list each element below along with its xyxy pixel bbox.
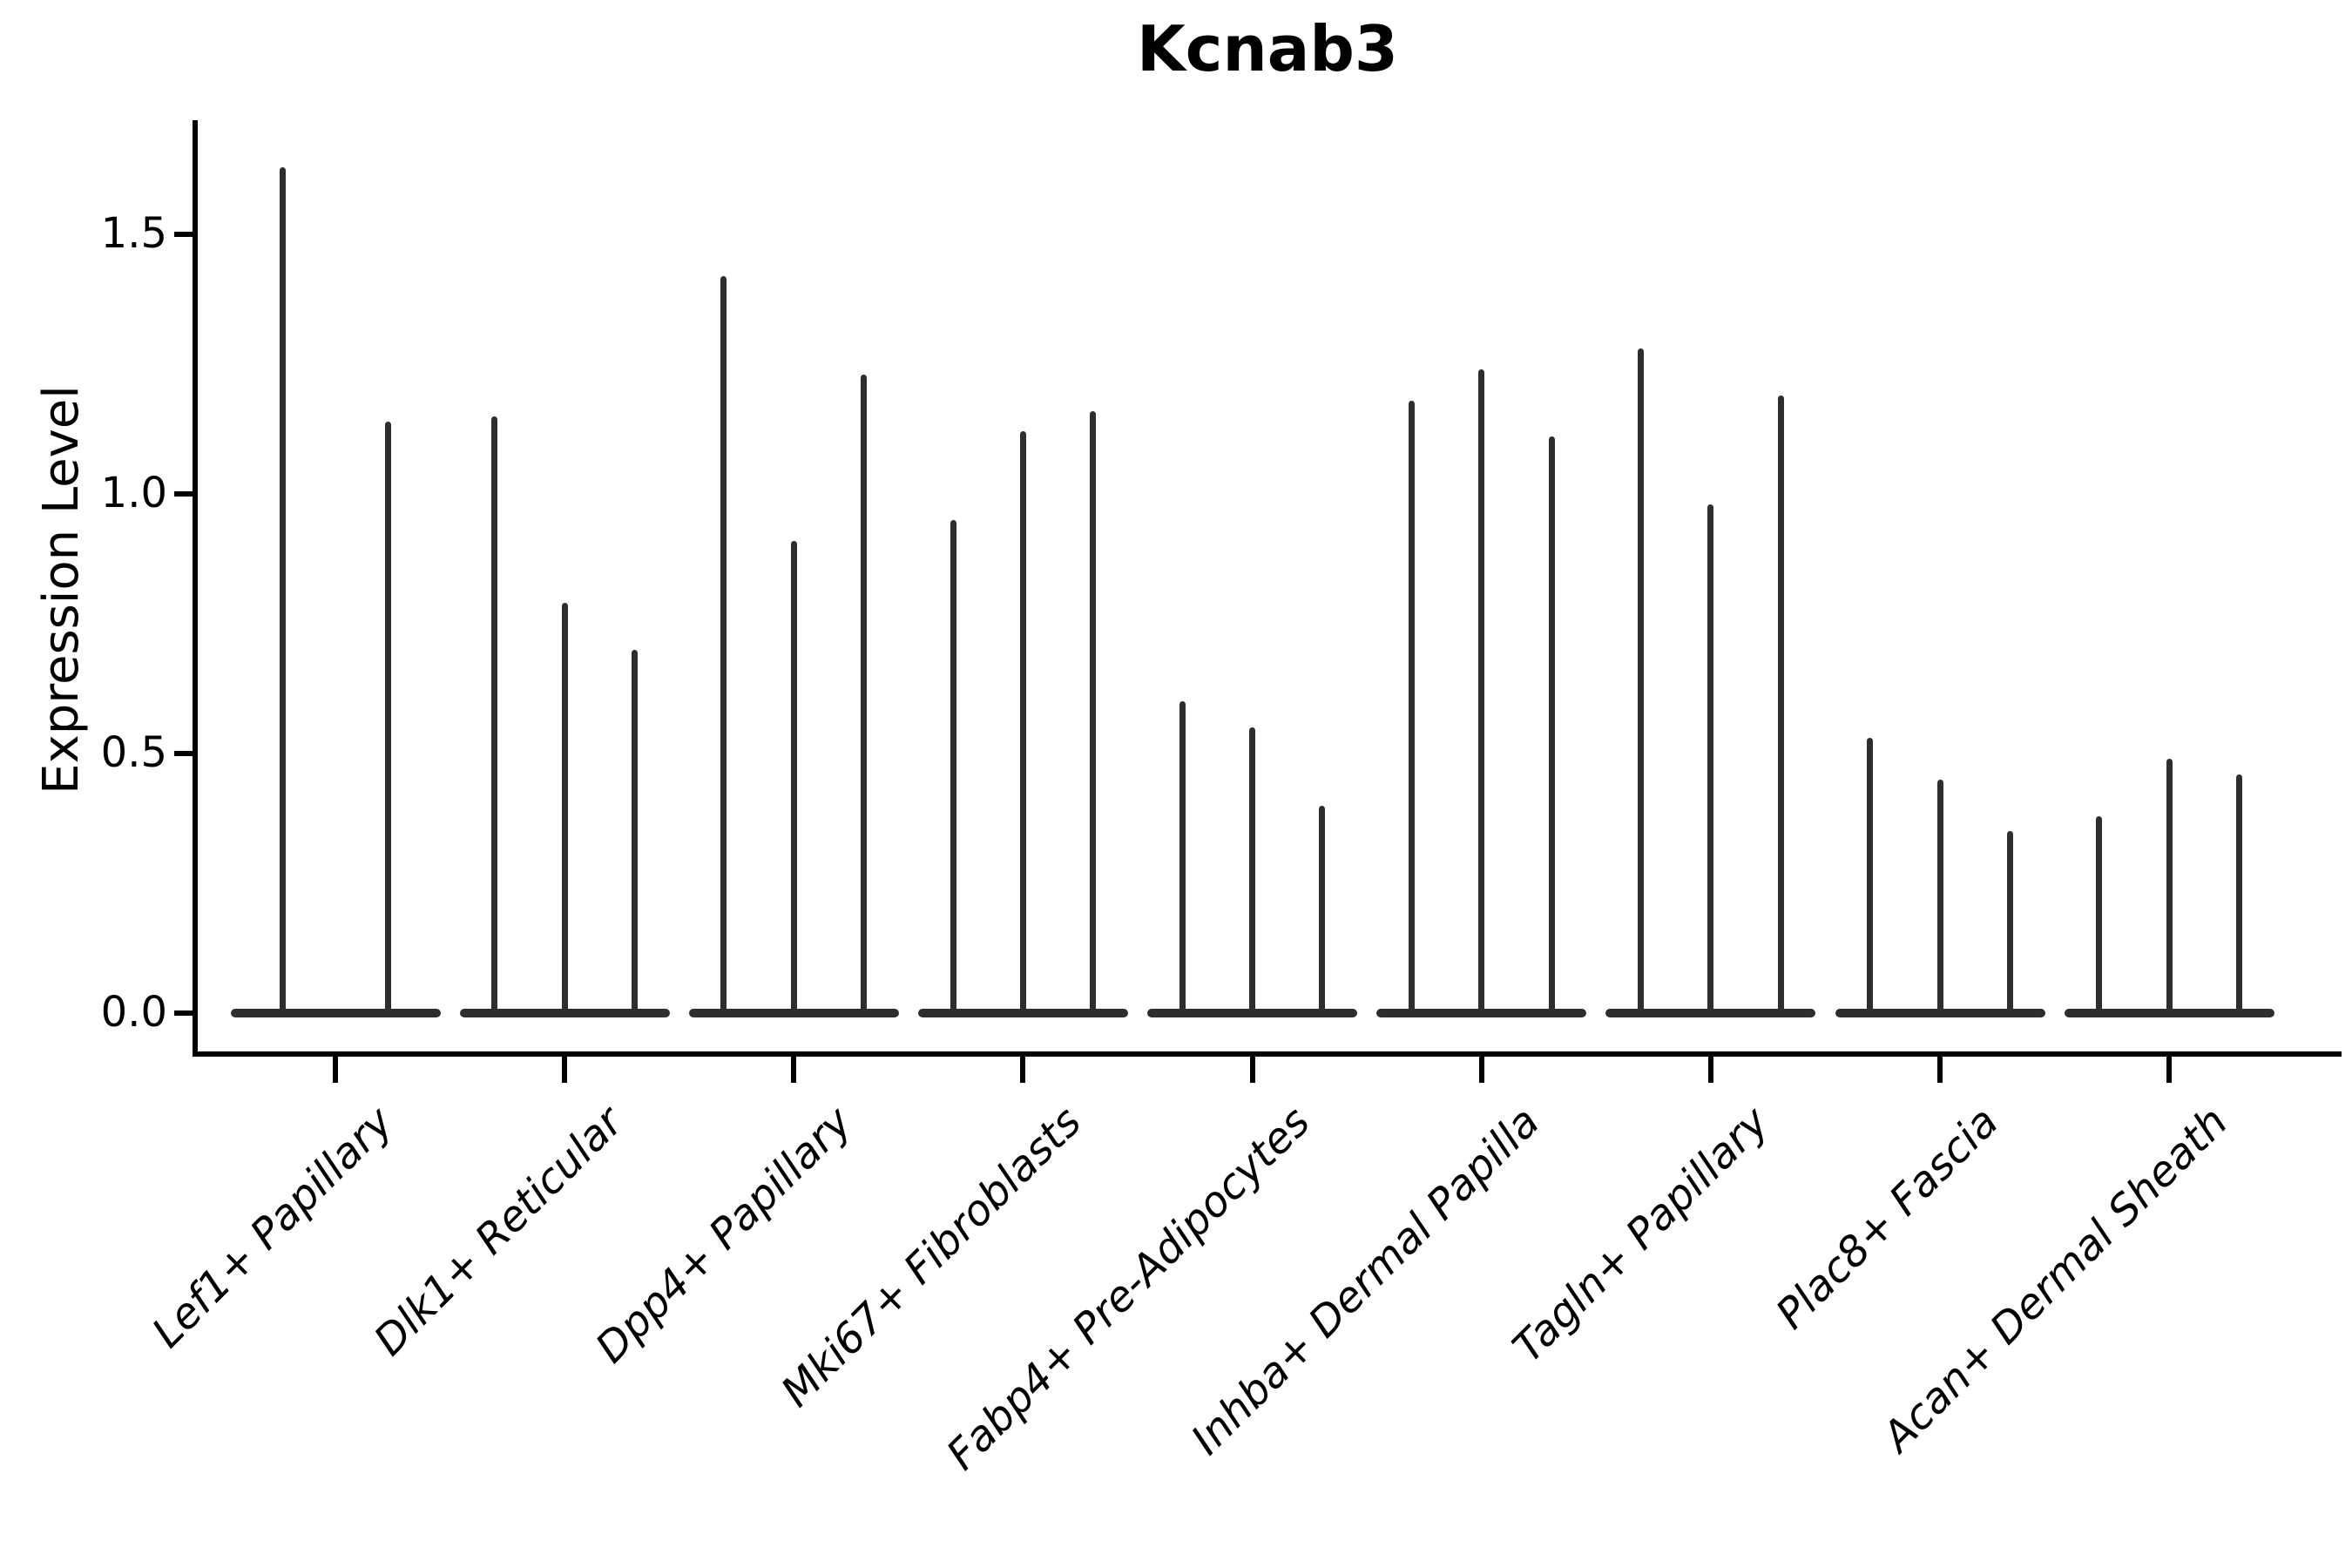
y-tick-mark [174, 751, 194, 756]
violin [1179, 701, 1186, 1013]
violin [1638, 348, 1645, 1013]
violin [280, 166, 287, 1013]
violin [2096, 815, 2103, 1013]
y-tick-mark [174, 1010, 194, 1016]
x-tick-mark [791, 1057, 797, 1083]
violin [1777, 395, 1784, 1013]
violin-base [917, 1009, 1128, 1017]
violin-base [688, 1009, 899, 1017]
violin-base [1605, 1009, 1816, 1017]
violin [1707, 504, 1714, 1013]
x-axis-label: Dlk1+ Reticular [364, 1097, 632, 1366]
violin [1019, 431, 1026, 1013]
x-axis-label: Lef1+ Papillary [143, 1097, 403, 1357]
x-tick-mark [1249, 1057, 1255, 1083]
y-tick-label: 0.0 [100, 988, 167, 1037]
violin [631, 649, 638, 1013]
violin-base [1835, 1009, 2045, 1017]
violin [1936, 779, 1943, 1013]
violin [720, 275, 727, 1013]
x-tick-mark [333, 1057, 338, 1083]
violin [2236, 774, 2243, 1013]
violin [1408, 400, 1415, 1013]
x-tick-mark [1707, 1057, 1713, 1083]
x-axis-spine [193, 1051, 2342, 1057]
x-tick-mark [1478, 1057, 1484, 1083]
y-tick-label: 1.0 [100, 469, 167, 517]
violin-base [459, 1009, 670, 1017]
violin [561, 603, 568, 1013]
x-tick-mark [2166, 1057, 2173, 1083]
violin [1249, 727, 1256, 1013]
y-axis-spine [193, 120, 198, 1057]
y-tick-label: 0.5 [100, 728, 167, 777]
violin [384, 421, 391, 1013]
violin-base [1376, 1009, 1587, 1017]
violin-base [230, 1009, 441, 1017]
x-axis-label: Tagln+ Papillary [1504, 1097, 1779, 1373]
x-tick-mark [1937, 1057, 1943, 1083]
violin [950, 519, 956, 1013]
violin-base [2064, 1009, 2274, 1017]
violin [1090, 410, 1097, 1013]
violin [1548, 436, 1555, 1013]
violin [1867, 738, 1874, 1013]
violin [861, 374, 868, 1013]
violin-base [1147, 1009, 1358, 1017]
violin [491, 416, 498, 1013]
violin [2006, 831, 2013, 1013]
x-tick-mark [562, 1057, 568, 1083]
x-axis-label: Dpp4+ Papillary [586, 1097, 862, 1373]
y-tick-mark [174, 232, 194, 237]
x-tick-mark [1020, 1057, 1026, 1083]
violin [2166, 758, 2173, 1013]
x-axis-label: Plac8+ Fascia [1766, 1097, 2008, 1339]
violin [1478, 368, 1485, 1013]
y-tick-mark [174, 491, 194, 497]
violin [1319, 805, 1326, 1013]
y-tick-label: 1.5 [100, 209, 167, 258]
violin [790, 540, 797, 1013]
chart-title: Kcnab3 [1137, 12, 1398, 85]
